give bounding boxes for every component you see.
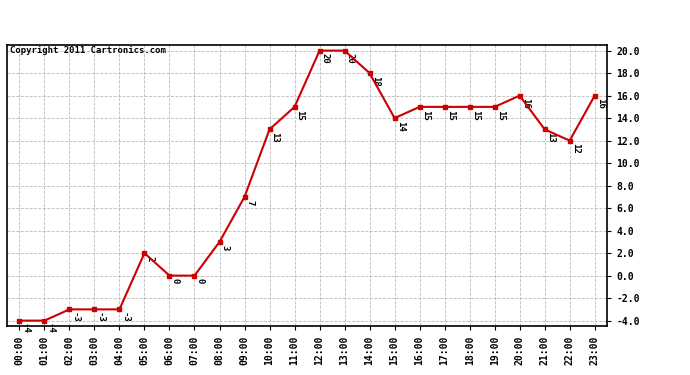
Text: -3: -3 <box>121 312 130 323</box>
Text: 13: 13 <box>546 132 555 143</box>
Text: 14: 14 <box>395 121 404 132</box>
Text: 15: 15 <box>295 110 304 120</box>
Text: THSW Index per Hour (°F)  (Last 24 Hours) 20110102: THSW Index per Hour (°F) (Last 24 Hours)… <box>117 15 573 30</box>
Text: 2: 2 <box>146 256 155 261</box>
Text: 15: 15 <box>495 110 504 120</box>
Text: Copyright 2011 Cartronics.com: Copyright 2011 Cartronics.com <box>10 46 166 56</box>
Text: -4: -4 <box>46 323 55 334</box>
Text: 16: 16 <box>595 98 604 109</box>
Text: 0: 0 <box>195 278 204 284</box>
Text: 16: 16 <box>521 98 530 109</box>
Text: 13: 13 <box>270 132 279 143</box>
Text: 18: 18 <box>371 76 380 87</box>
Text: 3: 3 <box>221 244 230 250</box>
Text: 12: 12 <box>571 143 580 154</box>
Text: 15: 15 <box>446 110 455 120</box>
Text: -3: -3 <box>95 312 104 323</box>
Text: 20: 20 <box>321 53 330 64</box>
Text: -4: -4 <box>21 323 30 334</box>
Text: 0: 0 <box>170 278 179 284</box>
Text: -3: -3 <box>70 312 79 323</box>
Text: 15: 15 <box>421 110 430 120</box>
Text: 15: 15 <box>471 110 480 120</box>
Text: 20: 20 <box>346 53 355 64</box>
Text: 7: 7 <box>246 200 255 205</box>
